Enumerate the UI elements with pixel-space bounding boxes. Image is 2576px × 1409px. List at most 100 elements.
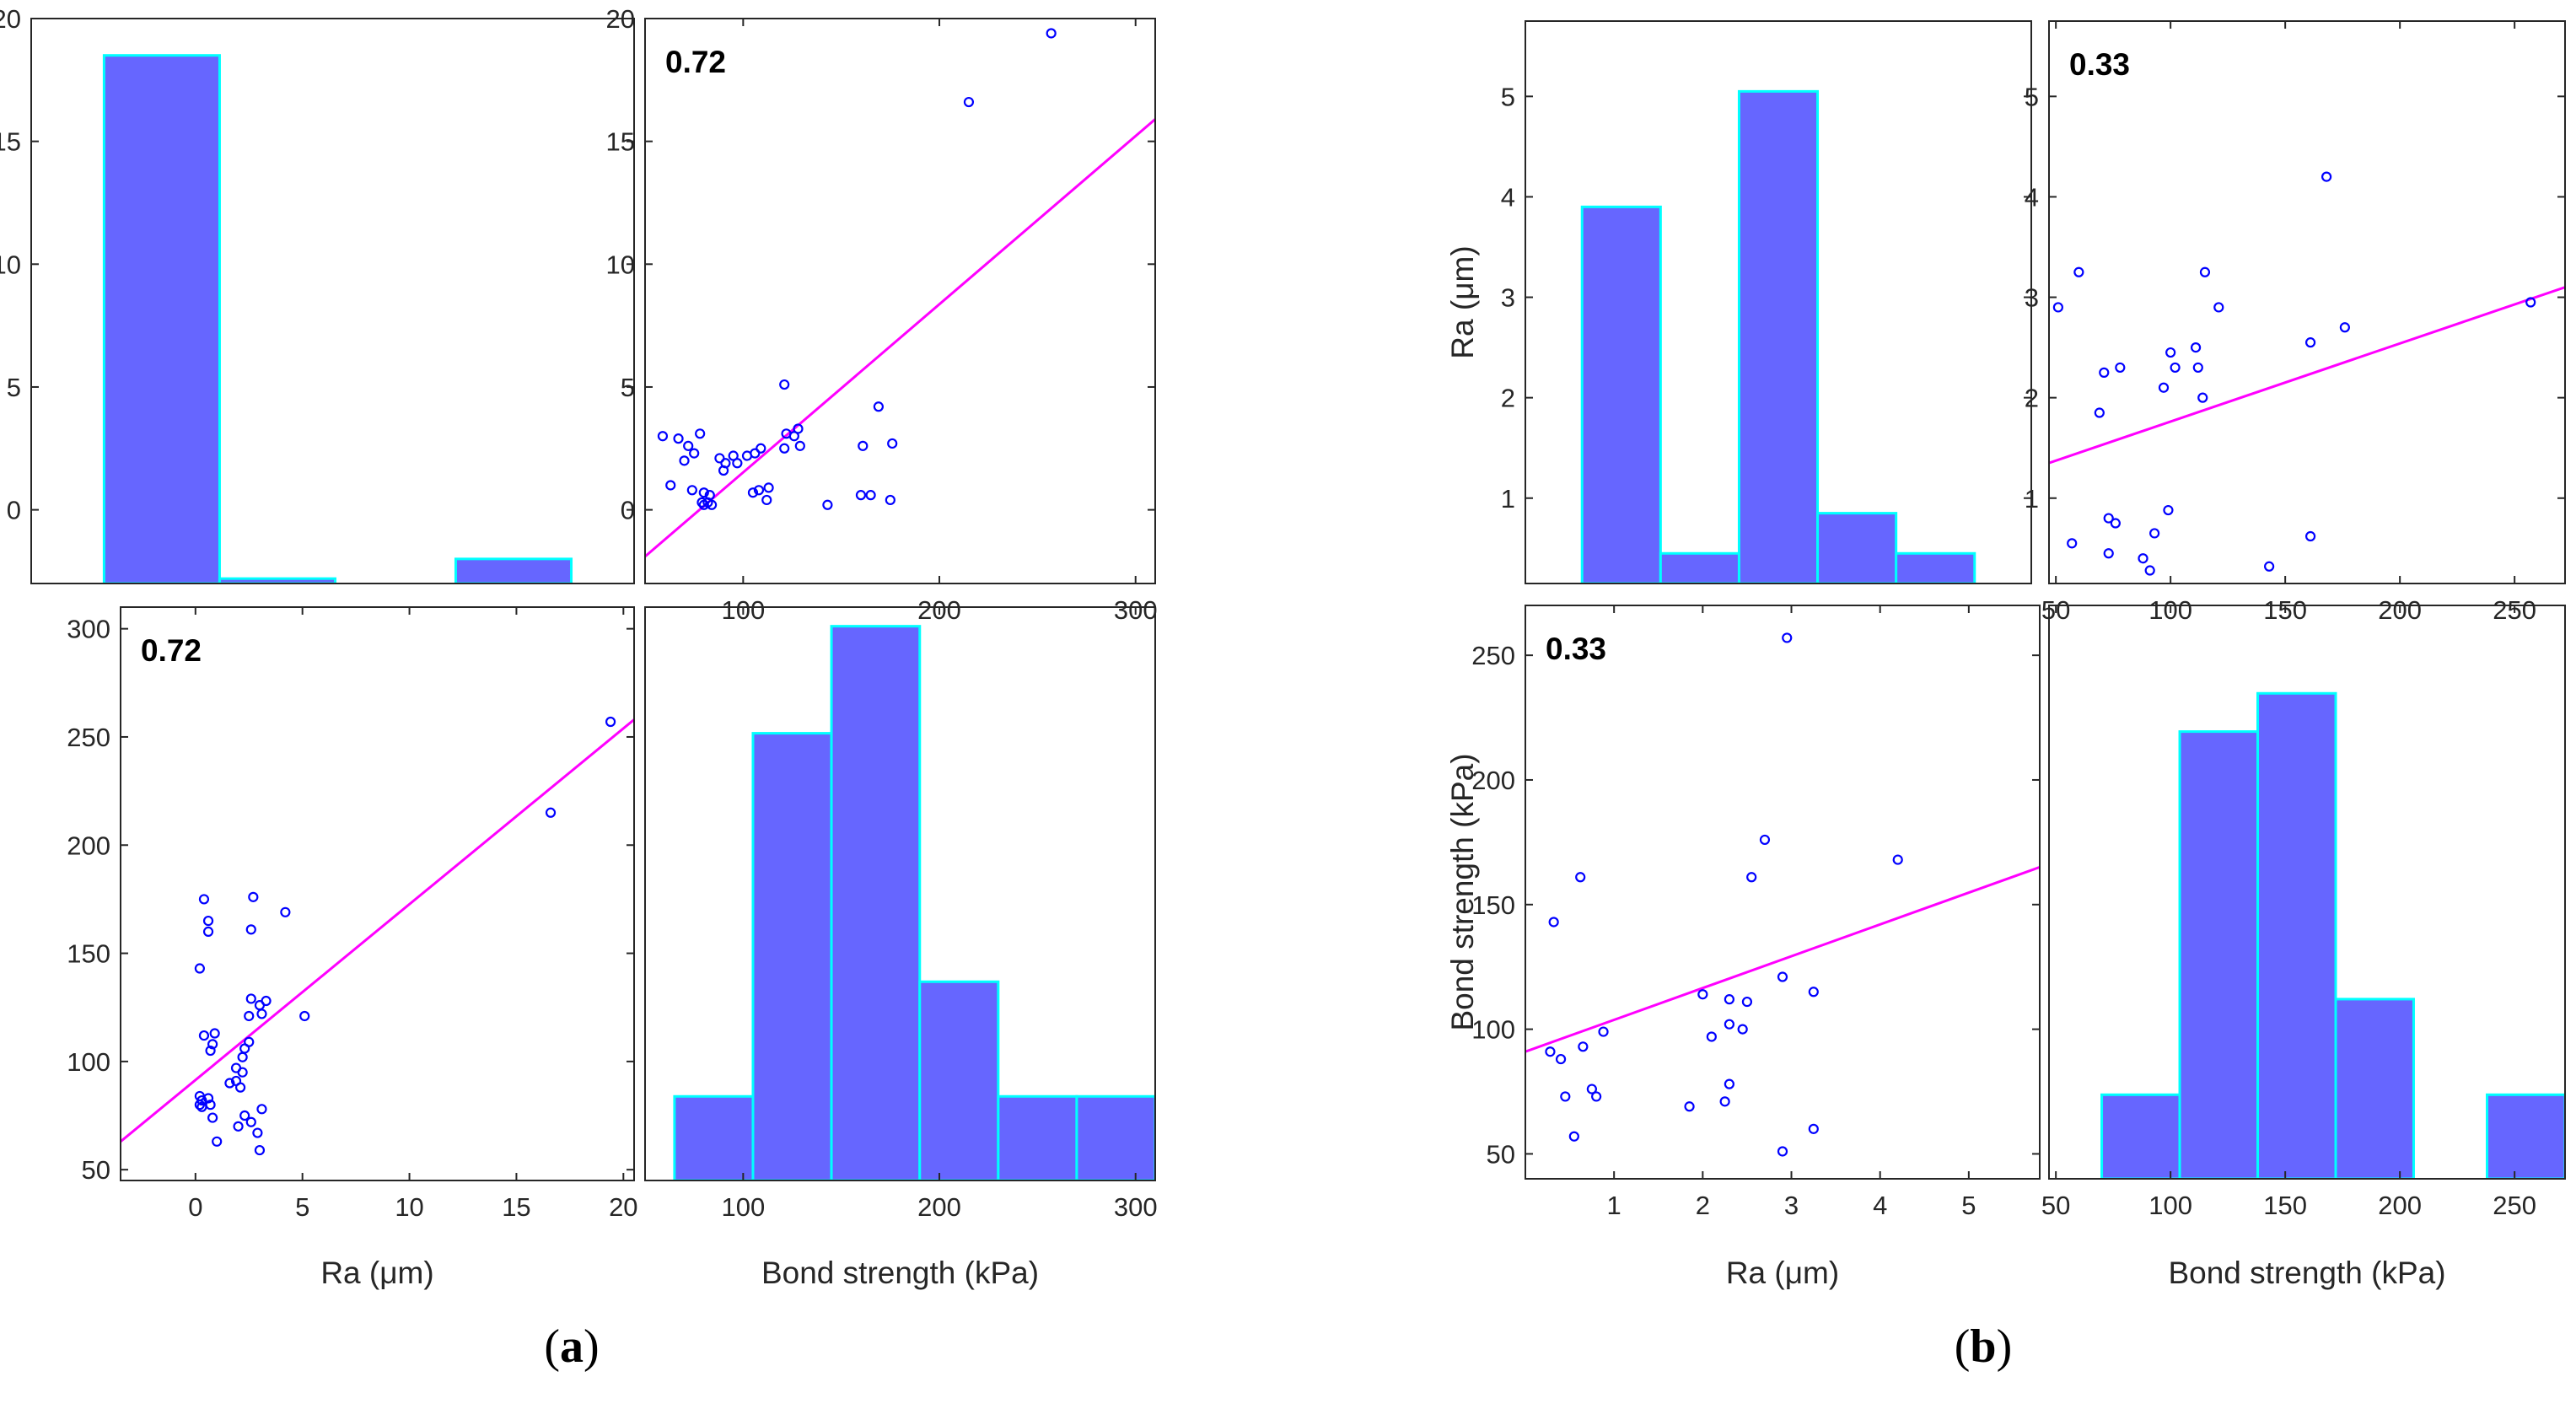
scatter-point-14 [2165,347,2176,358]
y-tick-label-1: 5 [7,373,21,402]
correlation-label: 0.33 [1546,632,1606,666]
scatter-point-17 [2192,362,2203,374]
scatter-point-20 [2213,302,2224,313]
scatter-point-21 [256,1104,267,1115]
y-tick-label-3: 200 [67,831,110,860]
x-tick-label-3: 200 [2378,1191,2422,1220]
scatter-point-16 [1741,996,1753,1008]
axes-frame [120,606,635,1181]
scatter-point-23 [2304,530,2316,542]
scatter-point-2 [2073,266,2084,277]
scatter-point-4 [2099,367,2110,378]
plot-area [121,716,634,1156]
axes-frame [644,18,1156,584]
scatter-point-31 [244,1010,255,1022]
x-tick-label-2: 300 [1114,1192,1158,1222]
y-tick-label-4: 250 [1471,641,1515,670]
plot-area [1525,632,2040,1157]
scatter-point-14 [1737,1024,1748,1035]
scatter-point-36 [280,906,291,917]
scatter-point-16 [2190,341,2202,353]
y-tick-label-1: 100 [67,1047,110,1077]
scatter-point-17 [239,1110,250,1121]
histogram-bar-3 [918,980,1000,1180]
scatter-point-2 [202,915,214,927]
scatter-point-22 [1746,872,1757,883]
plot-area [2049,171,2565,576]
axes-frame [644,606,1156,1181]
scatter-point-7 [1586,1084,1597,1094]
y-tick-label-3: 15 [606,127,635,157]
scatter-point-0 [2052,302,2063,313]
regression-line [121,718,634,1143]
scatter-point-10 [1545,1046,1556,1057]
scatter-point-18 [2197,392,2208,403]
scatter-point-21 [1548,917,1559,928]
scatter-point-1 [2067,538,2078,549]
panel-label-b: (b) [1955,1320,2012,1374]
regression-line [2049,286,2565,465]
y-tick-label-0: 50 [82,1155,110,1185]
scatter-point-17 [1724,994,1734,1005]
x-tick-label-2: 10 [395,1192,423,1222]
scatter-point-38 [299,1010,310,1022]
y-tick-label-0: 0 [7,496,21,525]
scatter-point-0 [1777,1146,1788,1157]
axes-frame [1525,605,2041,1180]
scatter-point-34 [794,440,805,451]
y-tick-label-1: 5 [621,373,635,402]
plot-area [102,54,573,583]
plot-layer: 05101520Ra (μm)0.72100200300051015200.72… [0,4,2566,1290]
plot-b-scatter-bottom: 0.33 1 2 3 4 5 50 100 150 200 250 Ra (μm) Bond stren… [1445,605,2041,1290]
scatter-point-20 [254,1144,266,1156]
scatter-point-26 [237,1067,248,1078]
scatter-point-8 [2115,362,2126,374]
plot-b-ra-hist: 1 2 3 4 5 Ra (μm) [1445,20,2032,584]
y-tick-label-4: 20 [0,4,21,34]
scatter-point-40 [605,716,616,728]
scatter-point-1 [1568,1131,1579,1142]
histogram-bar-5 [1075,1094,1155,1180]
y-tick-label-0: 0 [621,496,635,525]
scatter-point-10 [2144,565,2155,576]
regression-line [645,118,1155,558]
scatter-point-29 [230,1075,242,1087]
scatter-point-9 [698,487,709,498]
scatter-point-25 [2339,322,2350,333]
scatter-point-26 [728,450,739,461]
y-axis-label: Bond strength (kPa) [1445,753,1480,1030]
scatter-point-19 [673,433,684,444]
scatter-point-26 [1782,632,1793,643]
scatter-point-0 [822,499,833,510]
scatter-point-11 [1578,1041,1589,1052]
scatter-point-19 [1808,987,1819,998]
scatter-point-18 [683,440,694,451]
scatter-point-11 [2149,528,2160,539]
y-tick-label-0: 1 [1501,484,1515,514]
scatter-point-26 [2525,297,2536,308]
scatter-point-6 [1560,1091,1571,1102]
x-tick-label-4: 20 [609,1192,637,1222]
scatter-point-4 [207,1039,218,1050]
histogram-bar-0 [673,1094,755,1180]
plot-b-bond-hist: 50 100 150 200 250 Bond strength (kPa) [2041,605,2566,1290]
scatter-point-13 [2163,504,2174,516]
y-tick-label-0: 50 [1487,1139,1515,1169]
panel-a-open-paren: ( [544,1320,560,1373]
x-tick-label-2: 3 [1784,1191,1799,1220]
scatter-point-21 [2264,561,2275,572]
histogram-bar-1 [1659,551,1740,583]
scatter-point-7 [205,1045,216,1057]
y-tick-label-2: 150 [1471,890,1515,920]
scatter-point-6 [763,482,774,493]
panel-label-a: (a) [544,1320,599,1374]
y-tick-label-0: 1 [2025,484,2039,514]
scatter-point-24 [741,450,753,461]
x-tick-label-1: 200 [917,1192,961,1222]
axes-frame [30,18,635,584]
scatter-point-13 [698,499,709,510]
scatter-point-1 [202,926,214,938]
y-tick-label-2: 10 [0,250,21,279]
scatter-point-22 [2304,337,2316,348]
scatter-point-6 [209,1028,220,1039]
